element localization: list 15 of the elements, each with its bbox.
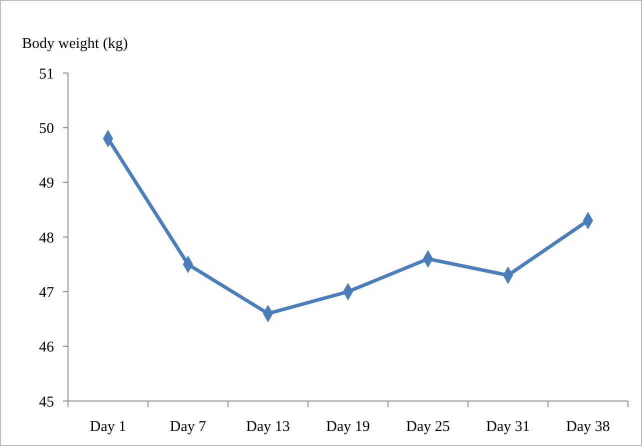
x-tick-label: Day 25 — [406, 419, 450, 435]
y-tick-label: 45 — [39, 394, 54, 410]
y-tick-label: 51 — [39, 66, 54, 82]
y-tick-label: 49 — [39, 176, 54, 192]
y-tick-label: 47 — [39, 284, 54, 301]
x-tick-label: Day 19 — [326, 419, 370, 435]
y-tick-label: 46 — [39, 340, 54, 356]
x-tick-label: Day 7 — [170, 419, 207, 435]
x-tick-label: Day 1 — [90, 419, 126, 435]
x-tick-label: Day 31 — [486, 419, 530, 435]
x-tick-label: Day 38 — [566, 419, 610, 435]
y-tick-label: 50 — [39, 120, 54, 137]
x-tick-label: Day 13 — [246, 419, 290, 435]
y-axis-title: Body weight (kg) — [22, 36, 128, 52]
y-tick-label: 48 — [39, 230, 54, 246]
